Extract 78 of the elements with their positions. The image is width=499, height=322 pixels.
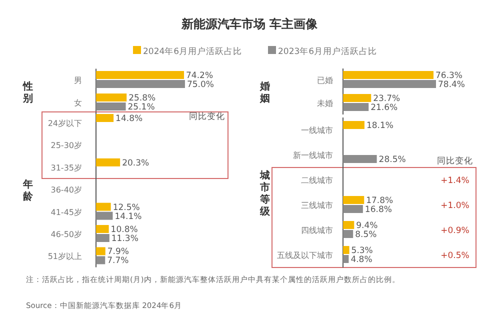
y-tick-label: 男 <box>74 76 82 85</box>
y-tick-label: 五线及以下城市 <box>277 251 333 260</box>
bar <box>96 80 185 88</box>
data-label: 16.8% <box>364 205 392 215</box>
data-label: 76.3% <box>436 71 463 81</box>
y-axis-title: 年龄 <box>22 178 34 203</box>
text: +0.9% <box>440 226 470 236</box>
y-tick-label: 41-45岁 <box>50 208 82 217</box>
y-axis-title: 性别 <box>22 80 33 104</box>
text: 新能源汽车市场 车主画像 <box>180 17 319 31</box>
data-label: 17.8% <box>366 196 394 206</box>
data-label: 20.3% <box>122 158 150 168</box>
y-axis-title: 婚姻 <box>259 80 270 104</box>
bar <box>96 212 113 220</box>
bar <box>343 246 350 254</box>
bar <box>343 196 364 204</box>
data-label: 5.3% <box>351 246 373 256</box>
y-tick-label: 三线城市 <box>301 201 333 210</box>
text: +1.0% <box>440 201 470 211</box>
data-label: 23.7% <box>373 94 400 104</box>
bar <box>96 225 109 233</box>
data-label: 74.2% <box>186 71 214 81</box>
bar <box>96 234 110 242</box>
y-tick-label: 四线城市 <box>301 226 333 235</box>
y-tick-label: 46-50岁 <box>50 230 82 239</box>
y-tick-label: 未婚 <box>317 99 333 108</box>
bar <box>343 205 363 213</box>
y-tick-label: 一线城市 <box>301 126 333 135</box>
y-tick-label: 36-40岁 <box>50 186 82 195</box>
bar <box>96 256 106 264</box>
bar <box>343 155 377 163</box>
y-tick-label: 新一线城市 <box>293 151 333 160</box>
bar <box>96 202 111 211</box>
y-tick-label: 51岁以上 <box>48 252 82 262</box>
data-label: 7.9% <box>107 247 129 258</box>
data-label: 11.3% <box>111 234 138 244</box>
data-label: 18.1% <box>366 121 394 131</box>
bar <box>343 94 372 102</box>
bar <box>96 94 127 102</box>
y-tick-label: 24岁以下 <box>48 119 82 128</box>
bar <box>96 247 106 256</box>
bar <box>96 71 184 79</box>
bar <box>96 114 114 122</box>
legend-label: 2023年6月用户活跃占比 <box>278 46 378 57</box>
text: 同比变化 <box>437 156 473 166</box>
data-label: 78.4% <box>438 80 466 90</box>
data-label: 4.8% <box>350 255 372 265</box>
bar <box>96 158 120 166</box>
data-label: 25.8% <box>128 94 156 104</box>
y-tick-label: 25-30岁 <box>50 141 82 150</box>
data-label: 8.5% <box>355 230 377 240</box>
bar <box>343 121 364 129</box>
data-label: 9.4% <box>356 221 378 231</box>
data-label: 25.1% <box>128 102 155 112</box>
data-label: 14.8% <box>116 114 143 124</box>
y-tick-label: 二线城市 <box>301 176 333 185</box>
bar <box>343 71 434 79</box>
bar <box>96 102 126 110</box>
text: 同比变化 <box>189 111 225 122</box>
data-label: 7.7% <box>107 256 129 266</box>
y-tick-label: 女 <box>74 98 82 108</box>
data-label: 10.8% <box>110 225 138 235</box>
data-label: 28.5% <box>378 155 406 165</box>
bar <box>343 230 354 238</box>
bar <box>343 255 349 263</box>
text: +1.4% <box>440 176 470 186</box>
data-label: 14.1% <box>114 212 142 222</box>
data-label: 12.5% <box>112 202 140 213</box>
text: +0.5% <box>440 251 470 261</box>
bar <box>343 80 436 88</box>
data-label: 21.6% <box>370 103 398 113</box>
legend-label: 2024年6月用户活跃占比 <box>143 46 242 57</box>
y-axis-title: 城市等级 <box>259 170 271 218</box>
data-label: 75.0% <box>186 80 214 90</box>
bar <box>343 103 369 111</box>
y-tick-label: 31-35岁 <box>50 163 82 172</box>
y-tick-label: 已婚 <box>317 76 333 85</box>
bar <box>343 221 354 229</box>
